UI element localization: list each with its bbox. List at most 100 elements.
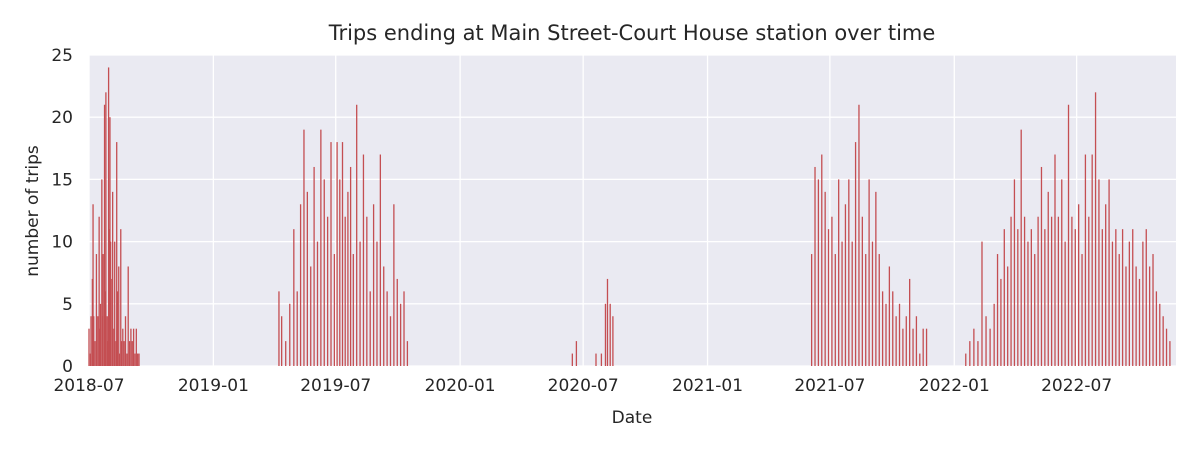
- bar: [1142, 241, 1144, 366]
- bar: [126, 353, 128, 366]
- bar: [89, 353, 92, 366]
- x-tick-label: 2020-01: [425, 376, 496, 396]
- x-tick-label: 2019-01: [178, 376, 249, 396]
- y-axis-label: number of trips: [23, 145, 43, 277]
- bar: [1135, 266, 1137, 366]
- bar: [341, 142, 344, 366]
- bar: [108, 229, 110, 366]
- bar: [362, 154, 365, 366]
- bar: [973, 328, 975, 366]
- bar: [349, 166, 352, 366]
- bar: [278, 291, 280, 366]
- bar: [1169, 341, 1171, 366]
- bar: [1125, 266, 1127, 366]
- bar: [1040, 166, 1043, 366]
- y-tick-label: 15: [51, 170, 73, 190]
- bar: [376, 241, 378, 366]
- bar: [132, 328, 135, 366]
- bar: [352, 254, 354, 366]
- bar: [104, 291, 106, 366]
- bar: [323, 179, 325, 366]
- x-axis-label: Date: [612, 408, 653, 428]
- bar: [1034, 254, 1036, 366]
- bar: [898, 303, 901, 366]
- bar: [109, 241, 112, 366]
- bar: [101, 179, 103, 366]
- bar: [575, 341, 578, 366]
- bar: [115, 341, 117, 366]
- bar: [848, 179, 850, 366]
- bar: [116, 142, 118, 366]
- bar: [609, 303, 611, 366]
- bar: [965, 353, 967, 366]
- plot-background: [89, 55, 1176, 366]
- bar: [91, 278, 94, 366]
- bar: [281, 316, 283, 366]
- bar: [313, 166, 315, 366]
- bar: [330, 142, 332, 366]
- bar: [606, 278, 609, 366]
- bar: [1148, 266, 1151, 366]
- bar: [1132, 229, 1134, 366]
- bar: [1165, 328, 1168, 366]
- bar: [1037, 216, 1039, 366]
- bar: [103, 104, 106, 366]
- bar: [888, 266, 891, 366]
- bar: [107, 341, 109, 366]
- bar: [339, 179, 341, 366]
- bar: [137, 353, 139, 366]
- bar: [97, 316, 99, 366]
- y-tick-label: 5: [62, 295, 73, 315]
- bar: [1054, 154, 1056, 366]
- bar: [985, 316, 987, 366]
- y-ticks: 0 5 10 15 20 25: [51, 46, 73, 377]
- x-tick-label: 2021-07: [794, 376, 865, 396]
- bar: [981, 241, 983, 366]
- bar: [1145, 229, 1147, 366]
- bar: [383, 266, 385, 366]
- bar: [386, 291, 388, 366]
- bar: [285, 341, 287, 366]
- bar: [827, 229, 830, 366]
- bar: [127, 266, 129, 366]
- bar: [93, 316, 95, 366]
- bar: [1047, 191, 1049, 366]
- bar: [1108, 179, 1110, 366]
- x-tick-label: 2019-07: [300, 376, 371, 396]
- bar: [303, 129, 305, 366]
- bar: [831, 216, 833, 366]
- bar: [1071, 216, 1073, 366]
- bar: [1101, 229, 1103, 366]
- bar: [393, 204, 395, 366]
- bar: [824, 191, 826, 366]
- bar: [814, 166, 816, 366]
- bar: [90, 316, 92, 366]
- bar: [604, 303, 607, 366]
- bar: [600, 353, 603, 366]
- bar: [106, 316, 108, 366]
- y-tick-label: 25: [51, 46, 73, 66]
- bar: [122, 328, 124, 366]
- bar: [854, 142, 857, 366]
- bar: [810, 254, 813, 366]
- bar: [102, 254, 104, 366]
- bar: [344, 216, 346, 366]
- bar: [118, 266, 120, 366]
- bar: [389, 316, 392, 366]
- x-tick-label: 2018-07: [53, 376, 124, 396]
- x-tick-label: 2020-07: [548, 376, 619, 396]
- bar: [1081, 254, 1083, 366]
- bar: [123, 341, 125, 366]
- bar: [105, 92, 107, 366]
- bar: [306, 191, 308, 366]
- bar: [571, 353, 573, 366]
- bar: [595, 353, 597, 366]
- bar: [1162, 316, 1164, 366]
- bar: [969, 341, 971, 366]
- bar: [1115, 229, 1117, 366]
- bar: [1003, 229, 1005, 366]
- bar: [1078, 204, 1080, 366]
- bar: [878, 254, 880, 366]
- bar: [406, 341, 409, 366]
